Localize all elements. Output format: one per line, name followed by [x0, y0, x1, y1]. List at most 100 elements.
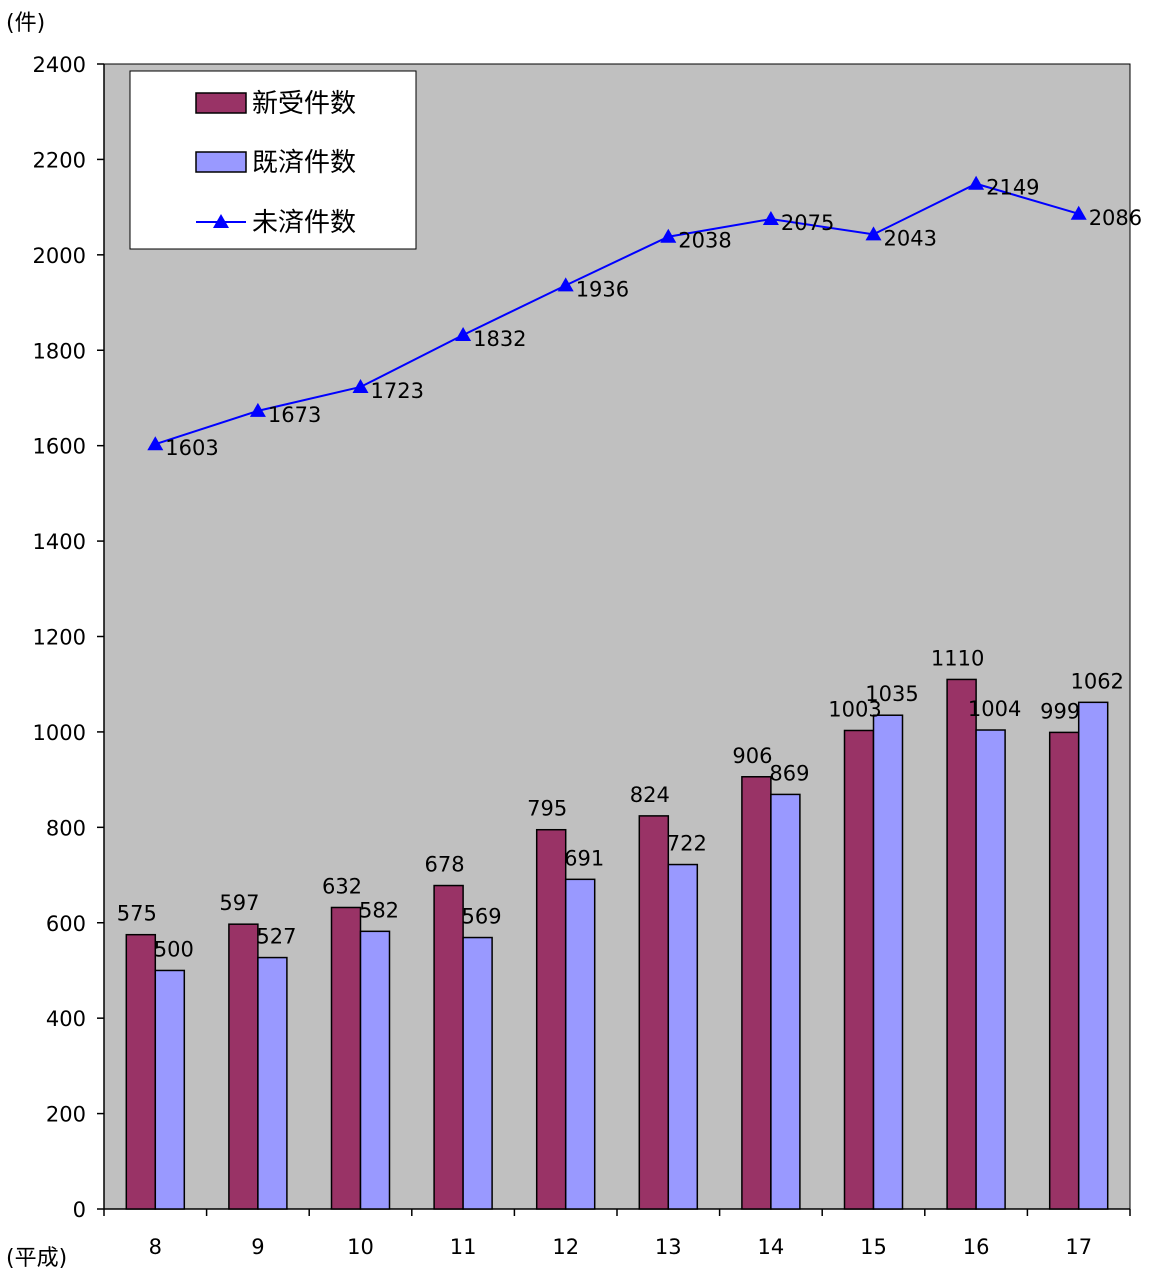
line-marker: [557, 277, 574, 292]
y-tick-label: 2200: [33, 148, 86, 172]
y-axis: 0 200 400 600 800 1000 1200 1400 1600 1800 2000 220…: [33, 53, 105, 1222]
line-marker: [968, 175, 985, 190]
data-label-new: 597: [219, 891, 259, 915]
bar-completed-cases: [872, 714, 904, 1210]
data-label-pending: 2043: [884, 226, 937, 250]
data-label-new: 795: [527, 797, 567, 821]
bar-new-cases: [638, 815, 670, 1210]
bar-new-cases: [125, 933, 157, 1210]
data-label-completed: 569: [462, 905, 502, 929]
x-tick-label: 12: [552, 1235, 579, 1259]
data-label-completed: 691: [564, 846, 604, 870]
legend-label-done: 既済件数: [252, 148, 356, 178]
data-label-completed: 1004: [968, 697, 1021, 721]
y-tick-label: 2000: [33, 244, 86, 268]
legend-swatch-new: [195, 92, 247, 114]
bar-new-cases: [330, 906, 362, 1210]
x-tick-label: 13: [655, 1235, 682, 1259]
y-tick-label: 600: [46, 912, 86, 936]
line-marker: [249, 402, 266, 417]
x-tick-label: 9: [251, 1235, 264, 1259]
bar-new-cases: [228, 923, 259, 1210]
legend-label-pending: 未済件数: [252, 208, 356, 238]
x-axis: 8 9 10 11 12 13 14 15 16 17: [103, 1208, 1131, 1259]
line-pending-cases: [154, 182, 1079, 446]
line-marker: [147, 436, 164, 451]
bar-completed-cases: [257, 956, 288, 1210]
data-label-pending: 1673: [268, 403, 321, 427]
data-label-pending: 2075: [781, 211, 834, 235]
y-tick-label: 800: [46, 816, 86, 840]
bar-completed-cases: [770, 793, 801, 1210]
data-label-pending: 1936: [576, 277, 629, 301]
line-marker: [660, 228, 677, 243]
y-tick-label: 1600: [33, 435, 86, 459]
data-label-completed: 500: [154, 937, 194, 961]
legend-swatch-done: [195, 151, 247, 173]
data-label-completed: 1062: [1070, 669, 1123, 693]
x-tick-label: 10: [347, 1235, 374, 1259]
legend-marker-pending: [213, 214, 229, 228]
x-tick-label: 17: [1065, 1235, 1092, 1259]
data-label-new: 1003: [828, 697, 881, 721]
legend-box: [129, 70, 417, 250]
line-marker: [1070, 205, 1087, 220]
bar-completed-cases: [154, 969, 186, 1210]
data-label-completed: 1035: [865, 682, 918, 706]
data-label-completed: 722: [667, 832, 707, 856]
data-label-new: 906: [732, 744, 772, 768]
bar-completed-cases: [667, 863, 699, 1210]
bar-marks: [125, 678, 1109, 1210]
y-axis-unit: (件): [6, 11, 45, 36]
line-marker: [865, 226, 882, 241]
data-label-pending: 2086: [1089, 206, 1142, 230]
x-tick-label: 14: [758, 1235, 785, 1259]
data-label-pending: 2038: [678, 229, 731, 253]
bar-new-cases: [1048, 731, 1080, 1210]
data-label-new: 999: [1040, 699, 1080, 723]
data-label-new: 1110: [931, 646, 984, 670]
x-axis-era-label: (平成): [6, 1246, 67, 1271]
bar-new-cases: [433, 884, 464, 1210]
x-tick-label: 16: [963, 1235, 990, 1259]
bar-completed-cases: [975, 729, 1006, 1210]
y-tick-label: 2400: [33, 53, 86, 77]
y-tick-label: 200: [46, 1103, 86, 1127]
y-tick-label: 1400: [33, 530, 86, 554]
x-tick-label: 11: [450, 1235, 477, 1259]
data-label-new: 824: [630, 783, 670, 807]
data-labels: 575 597 632 678 795 824 906 1003 1110 999 500 527 58…: [117, 176, 1142, 962]
y-tick-label: 1800: [33, 339, 86, 363]
data-label-pending: 1832: [473, 327, 526, 351]
line-marker: [352, 378, 369, 393]
line-marker: [762, 211, 779, 226]
data-label-completed: 582: [359, 898, 399, 922]
data-label-pending: 2149: [986, 176, 1039, 200]
data-label-pending: 1603: [165, 436, 218, 460]
bar-completed-cases: [564, 878, 596, 1210]
x-tick-label: 8: [149, 1235, 162, 1259]
data-label-completed: 527: [256, 925, 296, 949]
line-series: [147, 175, 1087, 451]
data-label-new: 575: [117, 902, 157, 926]
y-tick-label: 1200: [33, 626, 86, 650]
y-tick-label: 0: [73, 1198, 86, 1222]
legend-label-new: 新受件数: [252, 89, 356, 119]
bar-new-cases: [946, 678, 977, 1210]
legend: 新受件数 既済件数 未済件数: [129, 70, 417, 250]
y-tick-label: 400: [46, 1007, 86, 1031]
data-label-pending: 1723: [371, 379, 424, 403]
data-label-new: 632: [322, 874, 362, 898]
bar-completed-cases: [462, 936, 493, 1210]
bar-completed-cases: [1077, 701, 1109, 1210]
bar-completed-cases: [359, 930, 391, 1210]
data-label-new: 678: [425, 853, 465, 877]
data-label-completed: 869: [769, 761, 809, 785]
y-tick-label: 1000: [33, 721, 86, 745]
bar-new-cases: [535, 828, 567, 1210]
bar-new-cases: [843, 729, 875, 1210]
line-marker: [455, 326, 472, 341]
x-tick-label: 15: [860, 1235, 887, 1259]
bar-new-cases: [741, 776, 772, 1210]
